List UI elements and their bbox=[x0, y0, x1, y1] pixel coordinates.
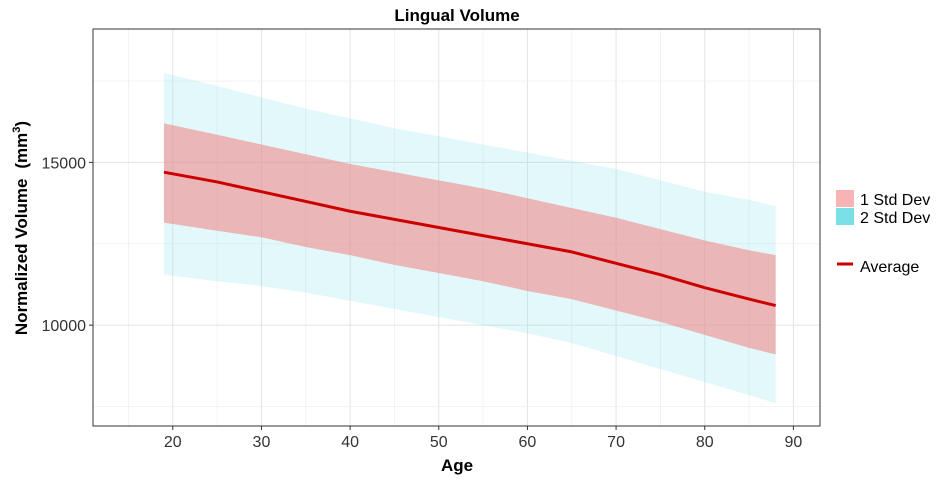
lines bbox=[163, 170, 777, 308]
legend-label-average: Average bbox=[860, 259, 919, 276]
x-tick-label-7: 90 bbox=[785, 434, 803, 451]
plot-border bbox=[92, 28, 821, 427]
x-tick-label-5: 70 bbox=[607, 434, 625, 451]
plot-area bbox=[92, 28, 821, 427]
x-tick-label-2: 40 bbox=[341, 434, 359, 451]
bands bbox=[163, 72, 776, 404]
legend-key-2-std-dev bbox=[836, 208, 854, 225]
y-axis-title-unit-close: ) bbox=[12, 121, 31, 127]
y-axis-title: Normalized Volume (mm3) bbox=[11, 121, 31, 335]
y-tick-label-0: 10000 bbox=[42, 318, 87, 335]
x-tick-label-3: 50 bbox=[430, 434, 448, 451]
legend: 1 Std Dev 2 Std Dev Average bbox=[836, 190, 930, 276]
legend-label-1-std-dev: 1 Std Dev bbox=[860, 192, 930, 209]
legend-key-1-std-dev bbox=[836, 190, 854, 207]
line-average bbox=[163, 170, 777, 308]
legend-label-2-std-dev: 2 Std Dev bbox=[860, 210, 930, 227]
y-axis-title-unit: (mm bbox=[12, 133, 31, 169]
x-axis-title: Age bbox=[441, 456, 473, 475]
chart-title: Lingual Volume bbox=[394, 6, 519, 25]
x-axis: 20 30 40 50 60 70 80 90 bbox=[164, 426, 803, 451]
y-axis-title-main: Normalized Volume bbox=[12, 179, 31, 336]
x-tick-label-0: 20 bbox=[164, 434, 182, 451]
y-axis: 10000 15000 bbox=[42, 155, 93, 335]
band-1-std-dev bbox=[163, 123, 776, 355]
x-tick-label-6: 80 bbox=[696, 434, 714, 451]
y-tick-label-1: 15000 bbox=[42, 155, 87, 172]
x-tick-label-1: 30 bbox=[253, 434, 271, 451]
x-tick-label-4: 60 bbox=[519, 434, 537, 451]
y-axis-title-unit-sup: 3 bbox=[11, 127, 23, 133]
